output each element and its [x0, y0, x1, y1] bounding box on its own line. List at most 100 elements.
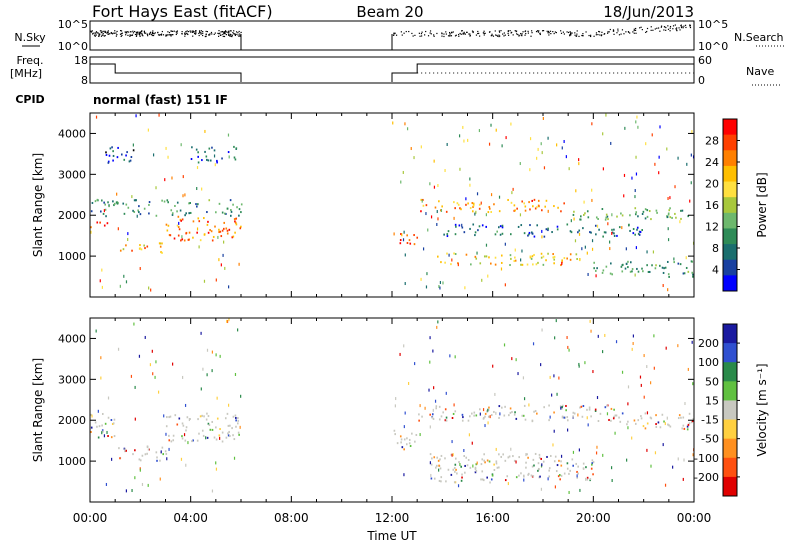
nsky-point: [570, 33, 572, 36]
nsky-point: [199, 31, 201, 33]
range-cell: [182, 375, 184, 379]
range-cell: [199, 239, 202, 242]
range-cell: [508, 455, 511, 458]
range-cell: [167, 224, 170, 227]
range-cell: [562, 404, 564, 407]
range-cell: [403, 344, 405, 348]
range-cell: [504, 283, 506, 287]
range-cell: [112, 154, 115, 157]
nsky-point: [116, 30, 118, 33]
range-cell: [139, 468, 141, 472]
range-cell: [456, 202, 459, 205]
range-cell: [169, 415, 172, 418]
nsky-point: [161, 30, 163, 33]
range-cell: [642, 210, 645, 213]
nsky-point: [136, 32, 138, 34]
range-cell: [533, 253, 535, 256]
range-cell: [566, 223, 569, 226]
range-cell: [538, 456, 541, 459]
range-cell: [439, 280, 442, 284]
range-cell: [409, 444, 412, 447]
range-cell: [637, 270, 640, 273]
range-cell: [400, 233, 402, 236]
range-cell: [572, 450, 575, 454]
nsky-point: [492, 35, 495, 37]
range-cell: [549, 454, 552, 457]
range-cell: [476, 461, 478, 465]
colorbar-tick-label: 12: [705, 221, 719, 234]
range-cell: [103, 224, 106, 227]
range-cell: [445, 419, 448, 422]
range-cell: [677, 262, 680, 265]
nsky-point: [235, 33, 237, 36]
nsky-point: [230, 34, 232, 36]
nsky-point: [617, 28, 619, 30]
range-cell: [426, 272, 428, 276]
range-cell: [475, 210, 477, 214]
range-cell: [99, 279, 101, 283]
range-cell: [467, 202, 469, 205]
colorbar-tick-label: -15: [701, 414, 719, 427]
range-cell: [444, 408, 447, 411]
range-cell: [555, 319, 557, 323]
nsky-point: [633, 28, 635, 30]
nsky-point: [646, 27, 649, 30]
range-cell: [635, 120, 637, 124]
range-cell: [489, 481, 491, 484]
range-cell: [432, 417, 435, 420]
range-cell: [233, 456, 236, 460]
range-cell: [594, 408, 597, 411]
range-cell: [196, 187, 198, 191]
range-cell: [238, 214, 240, 217]
range-cell: [553, 205, 555, 208]
range-cell: [611, 231, 614, 234]
range-cell: [234, 220, 236, 223]
range-cell: [501, 144, 503, 148]
colorbar-label: Power [dB]: [755, 172, 769, 237]
range-cell: [583, 200, 585, 204]
range-cell: [486, 476, 488, 479]
range-cell: [483, 459, 485, 462]
range-cell: [522, 474, 525, 477]
range-cell: [433, 159, 435, 163]
range-cell: [611, 273, 614, 276]
range-cell: [399, 435, 402, 438]
range-cell: [431, 457, 433, 460]
range-cell: [146, 446, 149, 449]
range-cell: [123, 447, 126, 450]
range-cell: [439, 467, 442, 470]
nsky-point: [633, 32, 635, 34]
range-cell: [213, 149, 216, 152]
range-cell: [458, 134, 461, 138]
range-cell: [487, 421, 489, 425]
range-cell: [132, 209, 134, 212]
range-cell: [402, 238, 405, 242]
nsky-point: [170, 30, 172, 32]
nsky-point: [495, 34, 497, 36]
range-cell: [161, 251, 163, 254]
range-cell: [454, 253, 457, 256]
range-cell: [436, 464, 438, 467]
nsky-point: [160, 34, 163, 36]
range-cell: [112, 150, 114, 153]
range-cell: [408, 442, 411, 445]
range-cell: [108, 154, 111, 157]
range-cell: [422, 198, 424, 201]
range-cell: [111, 146, 113, 149]
nsky-point: [100, 35, 103, 37]
range-cell: [544, 205, 547, 208]
range-cell: [207, 220, 209, 223]
range-cell: [614, 414, 617, 417]
range-cell: [475, 257, 478, 260]
range-cell: [678, 414, 681, 417]
range-cell: [536, 206, 538, 209]
nsky-point: [403, 32, 405, 34]
range-cell: [690, 421, 693, 424]
range-cell: [469, 227, 471, 230]
range-cell: [515, 358, 517, 362]
range-cell: [656, 211, 658, 214]
nsky-point: [184, 35, 186, 37]
range-cell: [197, 161, 200, 164]
range-cell: [634, 273, 636, 277]
nsky-point: [531, 32, 533, 34]
